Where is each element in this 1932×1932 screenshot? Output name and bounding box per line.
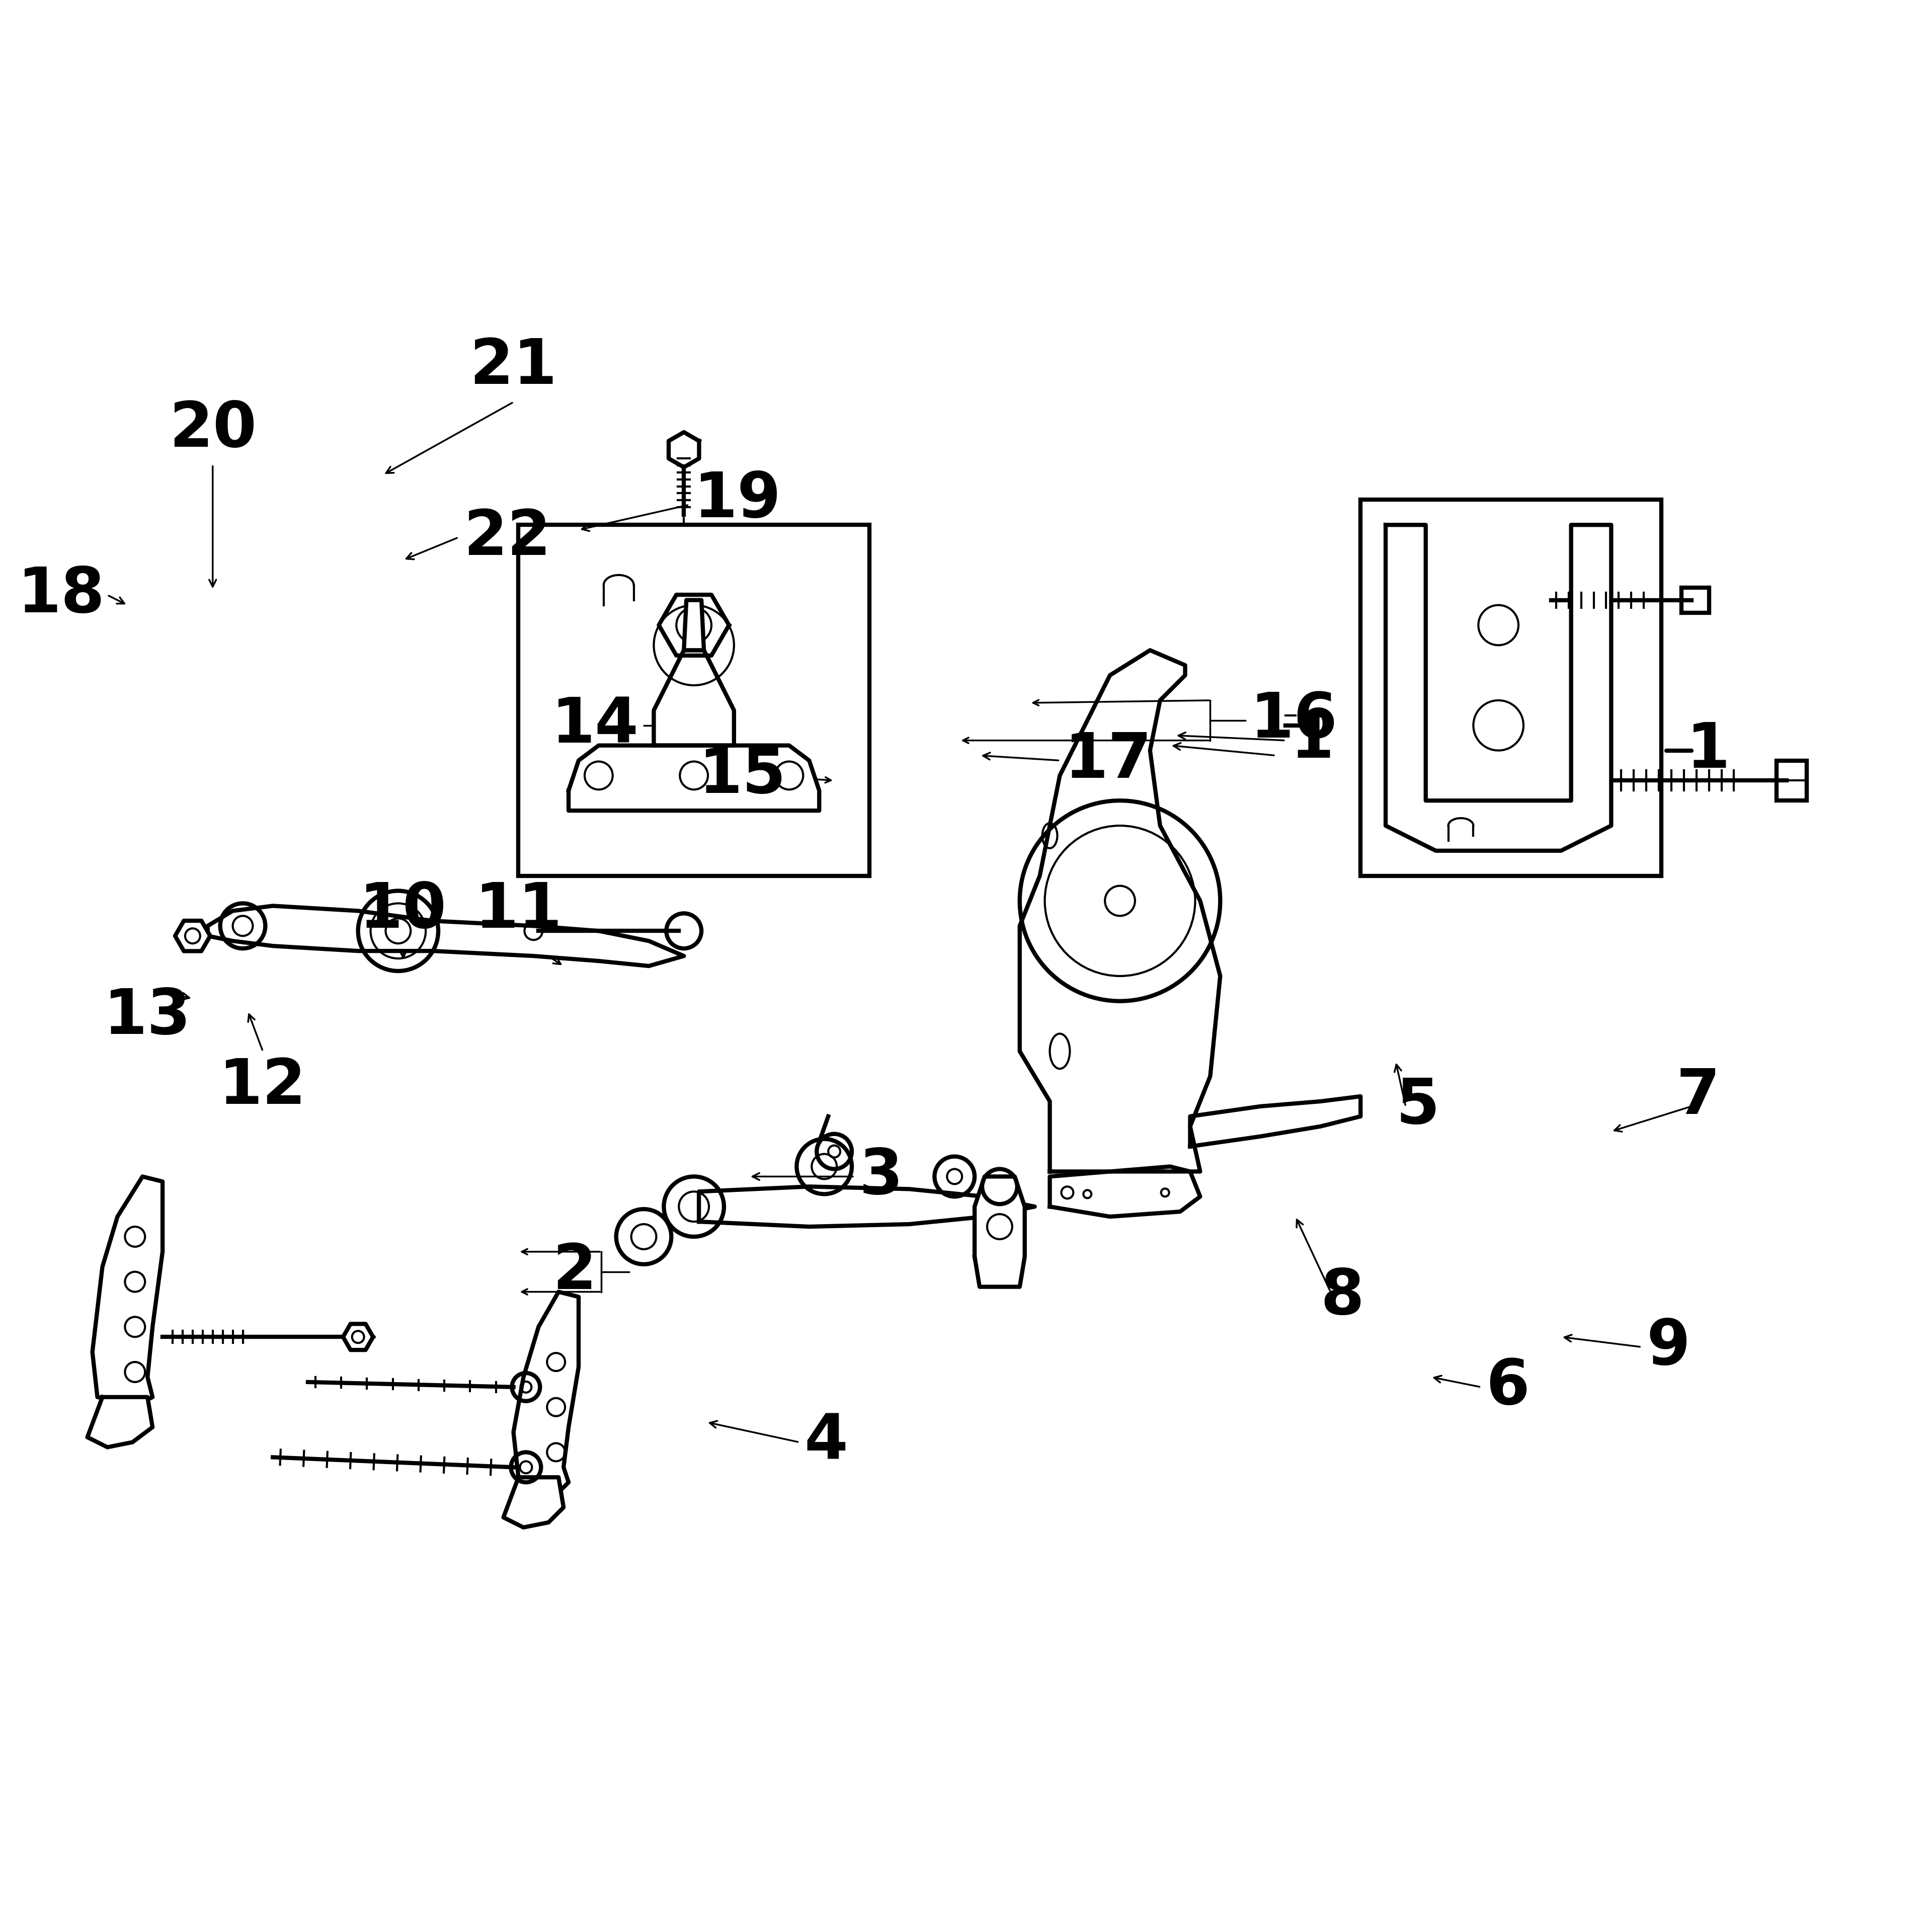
Polygon shape	[1190, 1095, 1360, 1146]
Text: 3: 3	[860, 1146, 902, 1208]
Polygon shape	[653, 651, 734, 746]
Bar	[518, 526, 869, 875]
Bar	[1777, 761, 1806, 800]
Text: 12: 12	[218, 1057, 307, 1117]
Polygon shape	[93, 1177, 162, 1403]
Text: 11: 11	[475, 881, 562, 941]
Text: 9: 9	[1646, 1316, 1691, 1378]
Polygon shape	[659, 595, 728, 655]
Polygon shape	[1049, 1167, 1200, 1217]
Text: 1: 1	[1291, 709, 1335, 771]
Text: 7: 7	[1677, 1066, 1719, 1126]
Text: 21: 21	[469, 336, 556, 398]
Text: 1: 1	[1687, 721, 1731, 781]
Polygon shape	[504, 1478, 564, 1528]
Bar	[1681, 587, 1710, 612]
Polygon shape	[1020, 651, 1221, 1171]
Bar	[1360, 500, 1662, 875]
Text: 14: 14	[551, 696, 639, 755]
Polygon shape	[684, 601, 703, 651]
Text: 19: 19	[694, 469, 781, 529]
Text: 4: 4	[804, 1412, 848, 1472]
Text: 8: 8	[1320, 1265, 1364, 1327]
Polygon shape	[568, 746, 819, 811]
Text: 15: 15	[699, 746, 786, 806]
Text: 22: 22	[464, 506, 551, 568]
Text: 16: 16	[1250, 690, 1337, 752]
Polygon shape	[514, 1293, 578, 1492]
Text: 18: 18	[17, 564, 104, 626]
Polygon shape	[87, 1397, 153, 1447]
Text: 17: 17	[1065, 730, 1151, 790]
Polygon shape	[668, 433, 699, 468]
Text: 13: 13	[104, 985, 191, 1047]
Polygon shape	[699, 1186, 1036, 1227]
Text: 2: 2	[553, 1242, 597, 1302]
Text: 10: 10	[359, 881, 446, 941]
Text: 6: 6	[1486, 1356, 1530, 1418]
Polygon shape	[974, 1177, 1024, 1287]
Text: 5: 5	[1395, 1076, 1439, 1136]
Polygon shape	[1385, 526, 1611, 850]
Polygon shape	[344, 1323, 373, 1350]
Polygon shape	[176, 922, 211, 951]
Text: 20: 20	[168, 398, 257, 460]
Polygon shape	[207, 906, 684, 966]
